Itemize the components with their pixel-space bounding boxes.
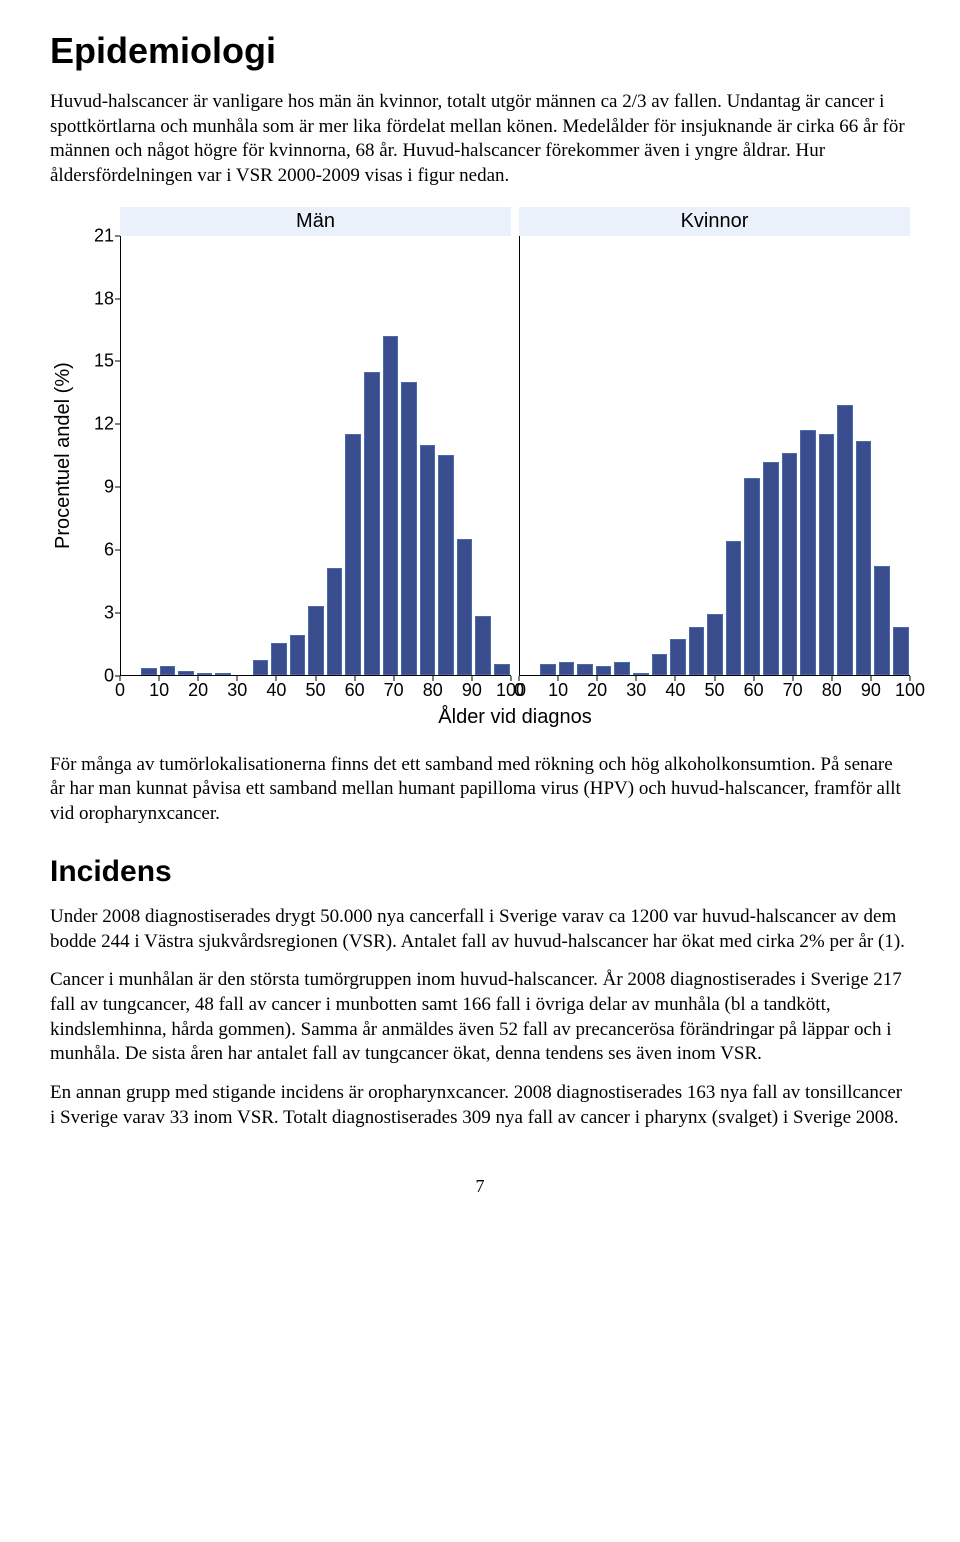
x-tick-label: 40 (665, 680, 685, 701)
paragraph-5: En annan grupp med stigande incidens är … (50, 1081, 910, 1130)
histogram-bar (614, 662, 630, 675)
histogram-bar (559, 662, 575, 675)
histogram-bar (420, 445, 436, 675)
histogram-bar (197, 673, 213, 675)
histogram-bar (253, 660, 269, 675)
histogram-bar (689, 627, 705, 675)
paragraph-4: Cancer i munhålan är den största tumörgr… (50, 968, 910, 1067)
histogram-bar (438, 455, 454, 675)
histogram-bar (345, 434, 361, 674)
histogram-bar (141, 668, 157, 674)
section-title-incidens: Incidens (50, 855, 910, 889)
x-tick-label: 40 (266, 680, 286, 701)
histogram-bar (327, 568, 343, 675)
facet-header-row: Män Kvinnor (120, 207, 910, 236)
histogram-bar (819, 434, 835, 674)
y-axis-label: Procentuel andel (%) (50, 236, 74, 676)
y-tick-label: 6 (104, 540, 114, 561)
page-title: Epidemiologi (50, 30, 910, 72)
x-tick-label: 50 (305, 680, 325, 701)
x-tick-label: 90 (462, 680, 482, 701)
histogram-bar (893, 627, 909, 675)
histogram-bar (577, 664, 593, 674)
histogram-bar (707, 614, 723, 675)
histogram-bar (215, 673, 231, 675)
histogram-bar (744, 478, 760, 675)
x-tick-label: 80 (423, 680, 443, 701)
y-tick-label: 15 (94, 351, 114, 372)
x-tick-label: 10 (548, 680, 568, 701)
histogram-bar (494, 664, 510, 674)
x-tick-label: 70 (783, 680, 803, 701)
page-number: 7 (50, 1176, 910, 1197)
x-tick-label: 0 (514, 680, 524, 701)
y-tick-label: 0 (104, 665, 114, 686)
histogram-bar (652, 654, 668, 675)
y-tick-label: 18 (94, 288, 114, 309)
panel-women (519, 236, 910, 676)
histogram-bar (856, 441, 872, 675)
x-tick-label: 30 (227, 680, 247, 701)
histogram-bar (160, 666, 176, 674)
x-tick-label: 20 (587, 680, 607, 701)
histogram-bar (290, 635, 306, 675)
histogram-bar (800, 430, 816, 675)
histogram-bar (308, 606, 324, 675)
paragraph-2: För många av tumörlokalisationerna finns… (50, 753, 910, 827)
histogram-bar (383, 336, 399, 675)
y-axis: 036912151821 (74, 236, 120, 676)
x-tick-label: 60 (744, 680, 764, 701)
x-tick-label: 100 (895, 680, 925, 701)
x-tick-label: 30 (626, 680, 646, 701)
histogram-bar (633, 673, 649, 675)
paragraph-3: Under 2008 diagnostiserades drygt 50.000… (50, 905, 910, 954)
histogram-bar (475, 616, 491, 675)
histogram-bar (457, 539, 473, 675)
y-tick-label: 9 (104, 477, 114, 498)
histogram-bar (782, 453, 798, 675)
histogram-bar (837, 405, 853, 675)
x-tick-label: 90 (861, 680, 881, 701)
age-distribution-chart: Män Kvinnor Procentuel andel (%) 0 3 6 9 12 1… (50, 207, 910, 729)
x-tick-label: 60 (345, 680, 365, 701)
histogram-bar (271, 643, 287, 674)
y-tick-label: 12 (94, 414, 114, 435)
histogram-bar (540, 664, 556, 674)
x-tick-label: 80 (822, 680, 842, 701)
x-tick-label: 0 (115, 680, 125, 701)
intro-paragraph: Huvud-halscancer är vanligare hos män än… (50, 90, 910, 189)
panel-men (120, 236, 511, 676)
y-tick-label: 3 (104, 602, 114, 623)
x-tick-label: 10 (149, 680, 169, 701)
histogram-bar (401, 382, 417, 675)
x-axis-label: Ålder vid diagnos (120, 706, 910, 729)
x-tick-label: 20 (188, 680, 208, 701)
histogram-bar (763, 462, 779, 675)
histogram-bar (670, 639, 686, 675)
facet-label-men: Män (120, 207, 511, 236)
y-tick-label: 21 (94, 225, 114, 246)
histogram-bar (364, 372, 380, 675)
facet-label-women: Kvinnor (519, 207, 910, 236)
x-axis-women: 0102030405060708090100 (519, 676, 910, 704)
histogram-bar (178, 671, 194, 675)
histogram-bar (596, 666, 612, 674)
histogram-bar (726, 541, 742, 675)
x-tick-label: 50 (704, 680, 724, 701)
histogram-bar (874, 566, 890, 675)
x-tick-label: 70 (384, 680, 404, 701)
x-axis-men: 0102030405060708090100 (120, 676, 511, 704)
